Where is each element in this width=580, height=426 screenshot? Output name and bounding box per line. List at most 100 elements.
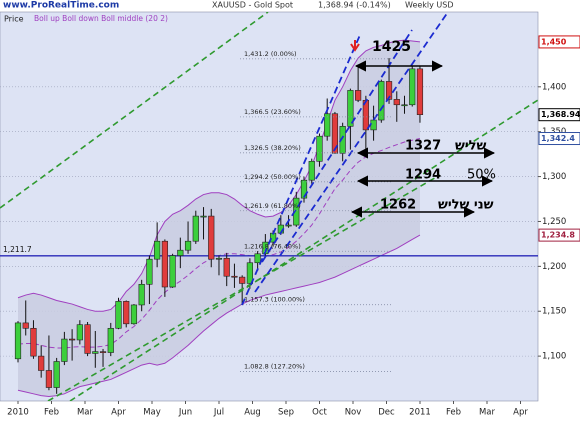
annotation: 1262 bbox=[380, 198, 416, 213]
candle-body bbox=[285, 224, 292, 227]
trend-line bbox=[0, 12, 269, 209]
candle-body bbox=[378, 81, 385, 121]
x-tick-label: 2010 bbox=[7, 408, 29, 418]
candle-body bbox=[416, 68, 424, 115]
candle-body bbox=[370, 119, 377, 131]
fib-label: 1,261.9 (61.80%) bbox=[244, 202, 301, 210]
annotations: 1425 1327 שליש 1294 50% 1262 שני שליש bbox=[350, 39, 496, 218]
level-label: 1,211.7 bbox=[3, 245, 32, 254]
candle-body bbox=[130, 304, 138, 325]
trend-line bbox=[241, 34, 361, 306]
boll-upper bbox=[17, 39, 421, 312]
candle-body bbox=[38, 355, 45, 371]
boll-lower bbox=[17, 234, 421, 398]
price-tag bbox=[538, 132, 580, 146]
candle-body bbox=[339, 126, 346, 154]
candle-body bbox=[92, 351, 99, 354]
x-tick-label: Oct bbox=[312, 408, 327, 418]
candle-body bbox=[239, 276, 246, 284]
x-tick-label: Apr bbox=[513, 408, 528, 418]
panel-label: Price bbox=[4, 15, 24, 24]
candle-body bbox=[146, 258, 153, 285]
candle-body bbox=[184, 240, 192, 251]
candle-body bbox=[293, 197, 300, 226]
annotation: שני שליש bbox=[438, 198, 494, 213]
x-tick-label: Mar bbox=[479, 408, 496, 418]
annotation: שליש bbox=[455, 139, 487, 154]
candle-body bbox=[385, 81, 393, 100]
candle-body bbox=[177, 249, 184, 256]
down-arrow bbox=[350, 40, 360, 52]
candle-body bbox=[316, 135, 323, 162]
candle-body bbox=[69, 338, 76, 341]
x-tick-label: Feb bbox=[446, 408, 461, 418]
trend-line bbox=[261, 29, 413, 263]
price-tag bbox=[538, 228, 580, 242]
trend-line bbox=[47, 174, 441, 401]
x-tick-label: Dec bbox=[378, 408, 395, 418]
candle-body bbox=[115, 301, 122, 329]
candle-body bbox=[355, 90, 362, 101]
candle-body bbox=[61, 338, 68, 362]
fib-label: 1,366.5 (23.60%) bbox=[244, 108, 301, 116]
candle-body bbox=[123, 301, 130, 325]
candle-body bbox=[347, 90, 354, 127]
price-tag-label: 1,342.4 bbox=[541, 134, 575, 143]
x-tick-label: Mar bbox=[77, 408, 94, 418]
candle-body bbox=[99, 351, 107, 353]
price-tag-label: 1,234.8 bbox=[541, 231, 575, 240]
annotation: 1425 bbox=[372, 39, 411, 55]
candle-body bbox=[22, 322, 29, 329]
y-tick-label: 1,400 bbox=[542, 82, 566, 92]
candle-body bbox=[300, 179, 308, 199]
price-tag-label: 1,368.94 bbox=[541, 110, 580, 119]
x-tick-label: Jun bbox=[178, 408, 192, 418]
candle-body bbox=[393, 99, 400, 106]
candle-body bbox=[45, 370, 53, 388]
x-tick-label: Sep bbox=[278, 408, 294, 418]
candle-body bbox=[200, 215, 207, 218]
legend-text: Boll up Boll down Boll middle (20 2) bbox=[34, 14, 168, 23]
trend-line bbox=[254, 12, 449, 293]
fib-label: 1,294.2 (50.00%) bbox=[244, 173, 301, 181]
candle-body bbox=[154, 240, 161, 260]
candle-body bbox=[76, 324, 83, 341]
candle-body bbox=[324, 113, 331, 137]
candle-body bbox=[223, 257, 230, 277]
candle-body bbox=[215, 257, 223, 260]
candle-body bbox=[208, 215, 215, 260]
price-tag-label: 1,450 bbox=[541, 37, 567, 46]
y-tick-label: 1,250 bbox=[542, 217, 566, 227]
y-tick-label: 1,300 bbox=[542, 172, 566, 182]
candle-body bbox=[409, 68, 416, 106]
candle-body bbox=[53, 361, 60, 388]
y-tick-label: 1,100 bbox=[542, 352, 566, 362]
fib-label: 1,216.8 (76.40%) bbox=[244, 242, 301, 250]
quote: 1,368.94 (-0.14%) bbox=[318, 1, 391, 10]
y-tick-label: 1,200 bbox=[542, 262, 566, 272]
candle-body bbox=[169, 255, 176, 288]
fib-label: 1,326.5 (38.20%) bbox=[244, 144, 301, 152]
x-tick-label: Jul bbox=[213, 408, 224, 418]
candle-body bbox=[192, 215, 199, 242]
fib-label: 1,157.3 (100.00%) bbox=[244, 296, 305, 304]
annotation: 1327 bbox=[405, 139, 441, 154]
x-tick-label: May bbox=[143, 408, 161, 418]
candle-body bbox=[14, 322, 22, 360]
candle-body bbox=[401, 104, 408, 107]
candle-body bbox=[107, 327, 114, 353]
candle-body bbox=[246, 262, 254, 284]
candle-body bbox=[308, 161, 315, 181]
x-tick-label: Feb bbox=[44, 408, 59, 418]
x-tick-label: Nov bbox=[345, 408, 362, 418]
x-tick-label: 2011 bbox=[409, 408, 431, 418]
y-tick-label: 1,150 bbox=[542, 307, 566, 317]
candle-body bbox=[161, 240, 168, 288]
x-tick-label: Aug bbox=[244, 408, 261, 418]
fib-label: 1,431.2 (0.00%) bbox=[244, 50, 297, 58]
price-tag bbox=[538, 108, 580, 122]
candle-body bbox=[84, 324, 91, 354]
instrument: XAUUSD - Gold Spot bbox=[212, 1, 293, 10]
price-tag bbox=[538, 35, 580, 49]
